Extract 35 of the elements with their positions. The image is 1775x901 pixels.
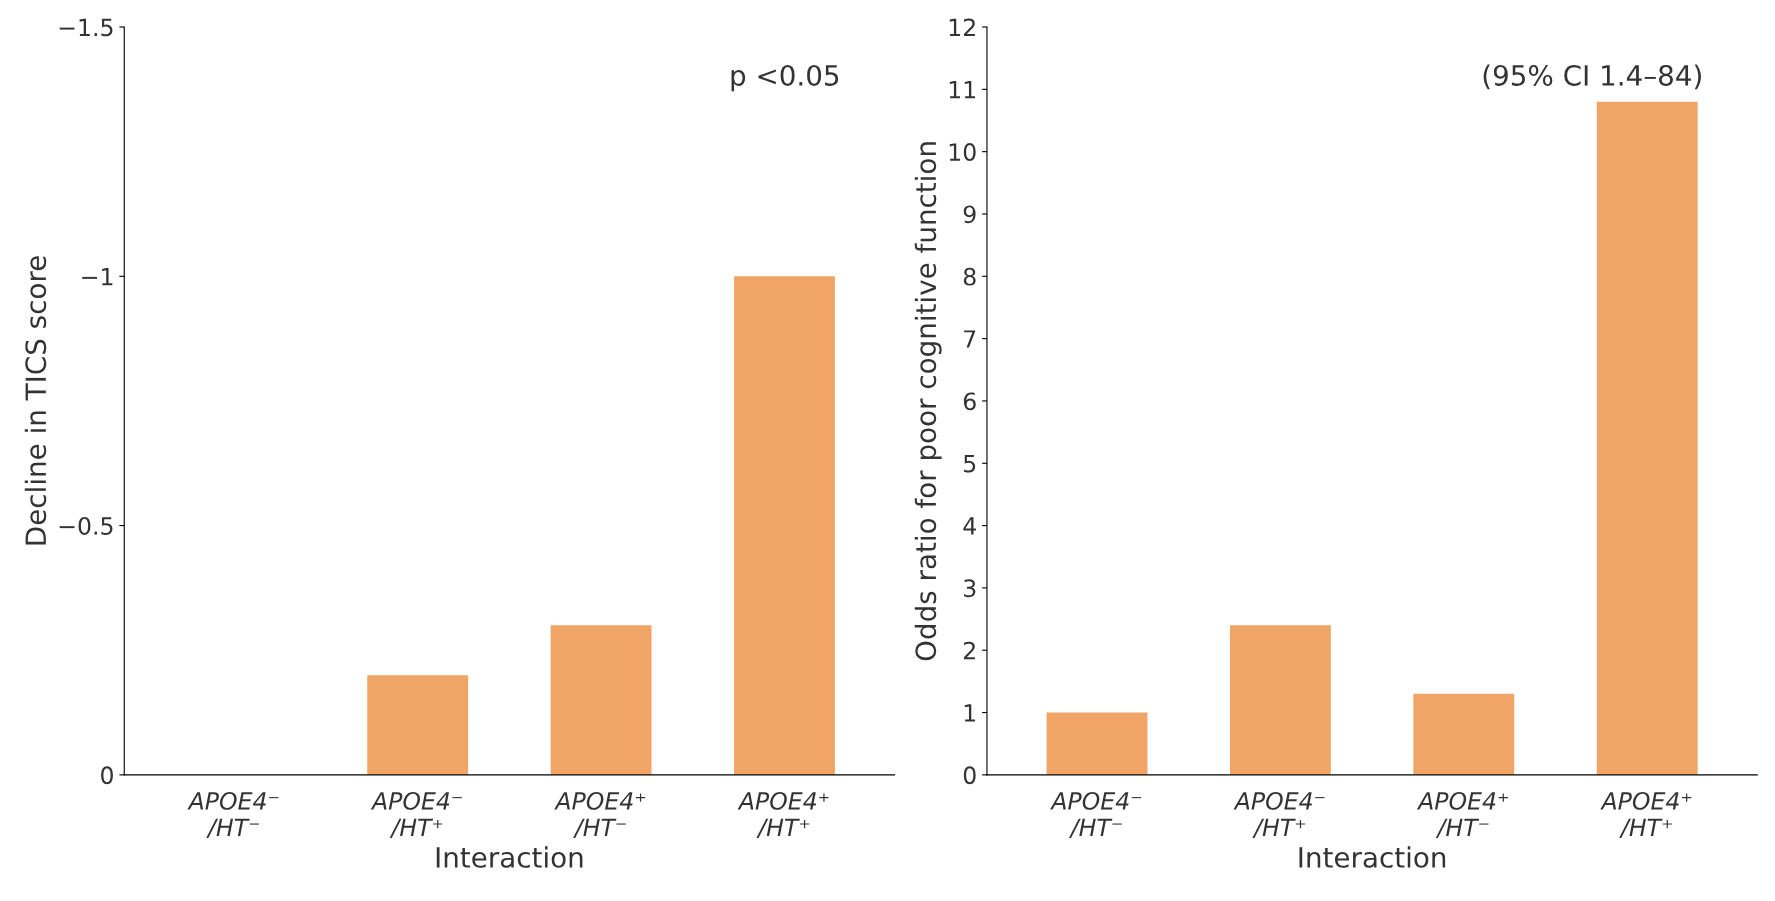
y-tick-label: 8 — [963, 267, 976, 286]
y-tick-label: 10 — [949, 143, 976, 161]
y-tick-label: 11 — [949, 81, 976, 99]
x-tick-label: APOE4⁻ /HT⁻ — [187, 791, 279, 839]
y-axis-title: Odds ratio for poor cognitive function — [914, 142, 942, 661]
y-tick-label: 3 — [964, 579, 976, 598]
x-tick-label: APOE4⁺ /HT⁻ — [1416, 791, 1508, 839]
bar — [1596, 101, 1698, 775]
x-tick-label: APOE4⁻ /HT⁻ — [1050, 791, 1142, 839]
bar — [1046, 712, 1148, 775]
x-tick-label: APOE4⁺ /HT⁻ — [554, 791, 646, 839]
y-tick-label: −0.5 — [59, 517, 113, 535]
x-tick-label: APOE4⁻ /HT⁺ — [370, 791, 462, 839]
x-axis-title: Interaction — [436, 846, 583, 868]
y-axis-title: Decline in TICS score — [24, 256, 47, 545]
bar — [1229, 625, 1331, 775]
y-tick-label: −1.5 — [59, 18, 113, 37]
y-tick-label: 12 — [949, 18, 975, 36]
y-tick-label: 6 — [963, 392, 976, 411]
x-tick-label: APOE4⁻ /HT⁺ — [1233, 791, 1325, 839]
y-tick-label: 5 — [964, 455, 976, 473]
y-tick-label: 4 — [963, 517, 976, 535]
bar — [1413, 693, 1515, 775]
x-tick-label: APOE4⁺ /HT⁺ — [1600, 791, 1692, 839]
x-tick-label: APOE4⁺ /HT⁺ — [737, 791, 829, 839]
y-tick-label: 2 — [963, 641, 975, 660]
y-tick-label: 0 — [963, 766, 976, 785]
annotation: (95% CI 1.4–84) — [1483, 64, 1701, 90]
x-axis-title: Interaction — [1299, 846, 1446, 868]
y-tick-label: 1 — [964, 704, 976, 722]
annotation: p <0.05 — [731, 64, 839, 92]
y-tick-label: 0 — [101, 766, 113, 785]
y-tick-label: 9 — [963, 205, 976, 224]
y-tick-label: −1 — [82, 268, 113, 286]
y-tick-label: 7 — [964, 330, 976, 348]
